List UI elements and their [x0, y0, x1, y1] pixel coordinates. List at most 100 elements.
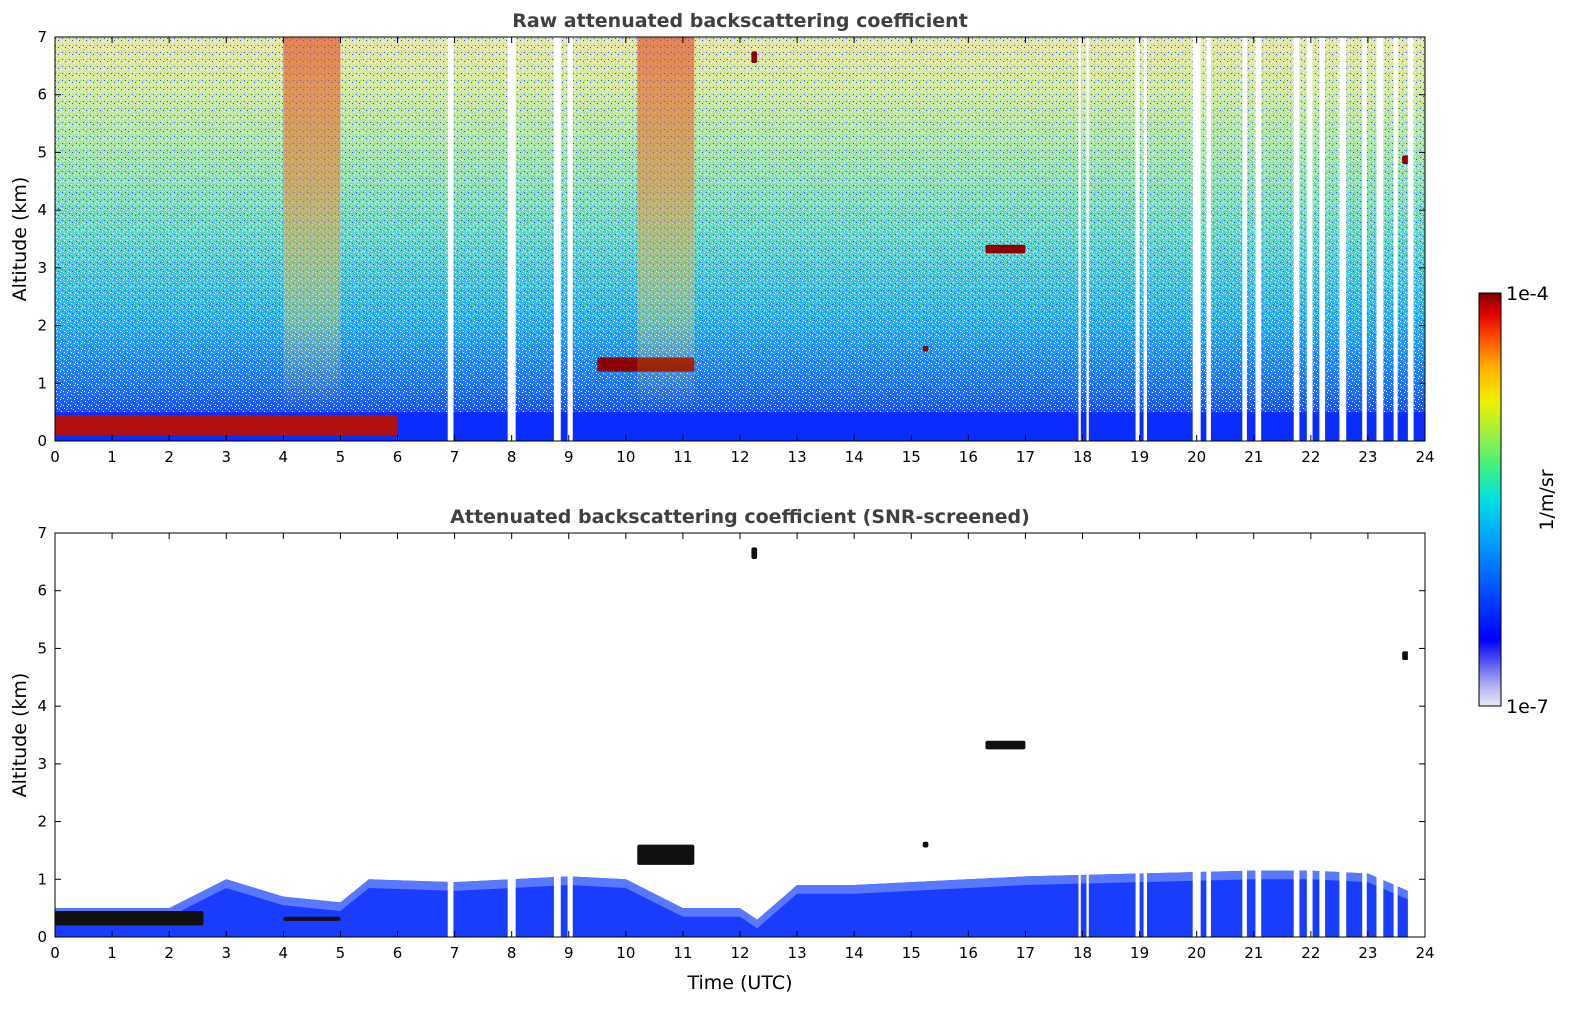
x-tick-label: 13 — [788, 944, 807, 962]
raw-x-axis: 0 1 2 3 4 5 6 7 8 9 10 11 12 13 14 15 16 17 18 19 20 21 22 23 24 — [50, 37, 1435, 466]
data-gap — [1293, 533, 1300, 937]
data-gap — [1319, 533, 1326, 937]
cloud-feature — [922, 345, 929, 352]
screened-panel-title: Attenuated backscattering coefficient (S… — [450, 506, 1030, 528]
raw-noise-overlay — [55, 37, 1425, 441]
x-axis-label: Time (UTC) — [686, 972, 792, 994]
cloud-feature — [751, 547, 758, 559]
x-tick-label: 9 — [564, 448, 574, 466]
screened-feature-layer — [55, 547, 1411, 926]
x-tick-label: 12 — [730, 448, 749, 466]
data-gap — [1339, 533, 1347, 937]
x-tick-label: 19 — [1130, 448, 1149, 466]
y-tick-label: 6 — [37, 582, 47, 600]
data-gap — [1306, 533, 1313, 937]
high-noise-band — [283, 37, 341, 413]
y-tick-label: 0 — [37, 928, 47, 946]
x-tick-label: 22 — [1301, 944, 1320, 962]
x-tick-label: 23 — [1358, 944, 1377, 962]
x-tick-label: 16 — [959, 944, 978, 962]
colorbar-max-label: 1e-4 — [1506, 283, 1549, 305]
x-tick-label: 6 — [393, 944, 403, 962]
x-tick-label: 0 — [50, 448, 60, 466]
x-tick-label: 21 — [1244, 944, 1263, 962]
data-gap — [1086, 533, 1089, 937]
raw-panel-title: Raw attenuated backscattering coefficien… — [512, 10, 968, 32]
x-tick-label: 5 — [336, 944, 346, 962]
data-gap — [1376, 533, 1384, 937]
data-gap — [1135, 37, 1140, 441]
aerosol-layer-feature — [55, 415, 398, 436]
raw-backscatter-panel: Raw attenuated backscattering coefficien… — [9, 10, 1435, 466]
cloud-feature — [751, 51, 758, 63]
x-tick-label: 10 — [616, 448, 635, 466]
data-gap — [567, 37, 573, 441]
x-tick-label: 0 — [50, 944, 60, 962]
data-gap — [1376, 37, 1384, 441]
cloud-feature — [637, 844, 695, 865]
cloud-feature — [55, 911, 204, 926]
data-gap — [567, 533, 573, 937]
data-gap — [1206, 533, 1211, 937]
cloud-feature — [985, 740, 1026, 750]
colorbar-gradient — [1478, 292, 1502, 707]
data-gap — [1393, 533, 1398, 937]
high-noise-band — [637, 37, 695, 413]
x-tick-label: 1 — [107, 944, 117, 962]
x-tick-label: 6 — [393, 448, 403, 466]
data-gap — [553, 533, 561, 937]
x-tick-label: 4 — [279, 944, 289, 962]
x-tick-label: 21 — [1244, 448, 1263, 466]
y-tick-label: 4 — [37, 201, 47, 219]
screened-gap-layer — [447, 533, 1414, 937]
y-tick-label: 4 — [37, 697, 47, 715]
screened-y-axis-label: Altitude (km) — [9, 673, 31, 798]
data-gap — [1319, 37, 1326, 441]
y-tick-label: 3 — [37, 755, 47, 773]
x-tick-label: 8 — [507, 944, 517, 962]
data-gap — [1143, 533, 1148, 937]
screened-backscatter-panel: Attenuated backscattering coefficient (S… — [9, 506, 1435, 994]
data-gap — [1143, 37, 1148, 441]
data-gap — [447, 37, 454, 441]
data-gap — [507, 37, 516, 441]
y-tick-label: 5 — [37, 639, 47, 657]
colorbar-min-label: 1e-7 — [1506, 696, 1549, 718]
data-gap — [1339, 37, 1347, 441]
x-tick-label: 4 — [279, 448, 289, 466]
colorbar-unit-label: 1/m/sr — [1536, 469, 1558, 530]
x-tick-label: 17 — [1016, 944, 1035, 962]
data-gap — [1362, 533, 1367, 937]
y-tick-label: 7 — [37, 524, 47, 542]
x-tick-label: 9 — [564, 944, 574, 962]
raw-y-axis-label: Altitude (km) — [9, 177, 31, 302]
data-gap — [1078, 533, 1081, 937]
y-tick-label: 0 — [37, 432, 47, 450]
data-gap — [1078, 37, 1081, 441]
data-gap — [1135, 533, 1140, 937]
x-tick-label: 5 — [336, 448, 346, 466]
raw-gap-layer — [447, 37, 1414, 441]
data-gap — [507, 533, 516, 937]
x-tick-label: 16 — [959, 448, 978, 466]
data-gap — [1407, 37, 1414, 441]
data-gap — [1393, 37, 1398, 441]
y-tick-label: 1 — [37, 870, 47, 888]
y-tick-label: 1 — [37, 374, 47, 392]
x-tick-label: 3 — [221, 448, 231, 466]
data-gap — [1407, 533, 1414, 937]
x-tick-label: 14 — [845, 944, 864, 962]
x-tick-label: 17 — [1016, 448, 1035, 466]
data-gap — [553, 37, 561, 441]
x-tick-label: 11 — [673, 944, 692, 962]
boundary-layer-fringe — [55, 870, 1414, 937]
screened-boundary-layer — [55, 870, 1414, 937]
y-tick-label: 3 — [37, 259, 47, 277]
x-tick-label: 7 — [450, 944, 460, 962]
screened-x-axis: 0 1 2 3 4 5 6 7 8 9 10 11 12 13 14 15 16 17 18 19 20 21 22 23 24 — [50, 533, 1435, 962]
data-gap — [1192, 37, 1201, 441]
screened-y-axis: 0 1 2 3 4 5 6 7 — [37, 524, 1425, 946]
x-tick-label: 22 — [1301, 448, 1320, 466]
x-tick-label: 24 — [1415, 944, 1434, 962]
